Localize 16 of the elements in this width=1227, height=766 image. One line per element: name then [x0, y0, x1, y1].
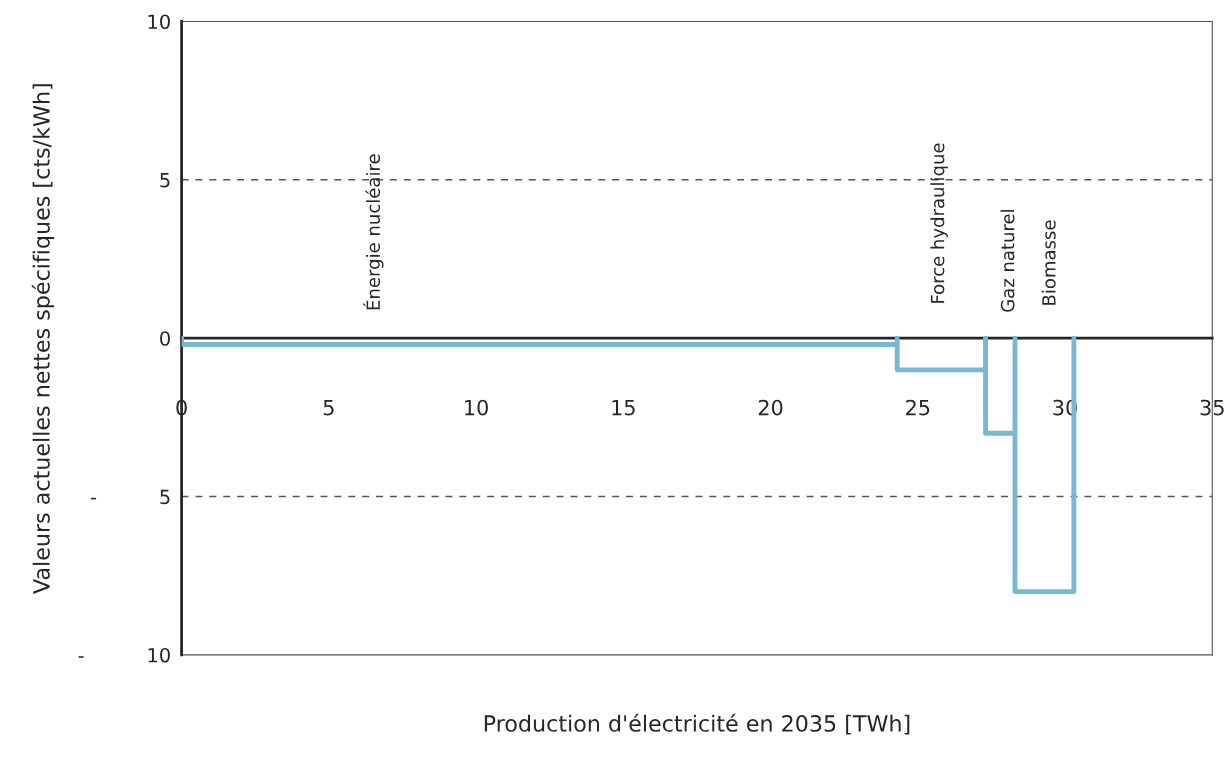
x-tick-label: 20 [758, 399, 783, 416]
annotation: Force hydraulique [930, 143, 948, 303]
annotation: Biomasse [1041, 220, 1056, 305]
x-tick-label: 5 [323, 399, 334, 416]
x-tick-label: 10 [465, 399, 488, 416]
y-tick-label: - 10 [78, 647, 170, 663]
x-tick-label: 25 [906, 399, 930, 416]
x-axis-title: Production d'électricité en 2035 [TWh] [484, 713, 910, 735]
y-tick-label: 0 [160, 331, 170, 346]
y-tick-label: 10 [148, 14, 170, 30]
y-tick-label: - 5 [90, 489, 170, 505]
y-tick-label: 5 [160, 173, 170, 188]
y-axis-title: Valeurs actuelles nettes spécifiques [cts/kWh] [31, 84, 55, 594]
x-tick-label: 15 [612, 399, 635, 416]
annotation: Énergie nucléaire [363, 154, 384, 310]
annotation: Gaz naturel [1000, 210, 1015, 312]
